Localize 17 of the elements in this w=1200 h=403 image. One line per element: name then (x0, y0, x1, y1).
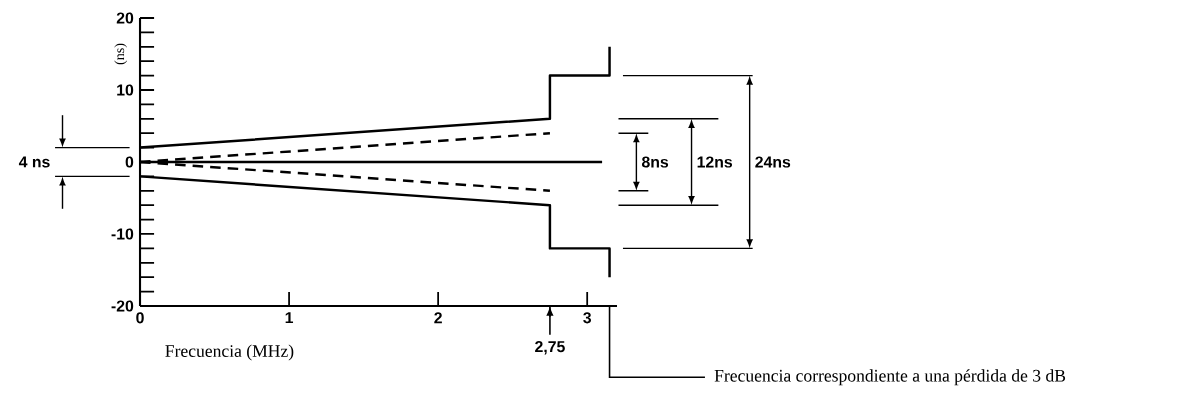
text: 12ns (697, 156, 733, 168)
y-tick-label: 20 (116, 12, 134, 24)
x-axis-title: Frecuencia (MHz) (165, 344, 294, 361)
y-axis-title: (ns) (114, 43, 128, 65)
text: 24ns (755, 156, 791, 168)
x-tick-label: 0 (136, 312, 144, 324)
y-tick-label: 0 (125, 156, 134, 168)
ref-line-label: 2,75 (535, 340, 565, 355)
y-tick-label: -20 (111, 300, 134, 312)
text: 8ns (641, 156, 669, 168)
x-tick-label: 2 (434, 312, 442, 324)
x-tick-label: 3 (583, 312, 592, 324)
text: Frecuencia correspondiente a una pérdida de 3 dB (714, 369, 1066, 386)
y-tick-label: 10 (117, 84, 134, 96)
y-tick-label: -10 (111, 228, 134, 240)
x-tick-label: 1 (285, 312, 294, 324)
text: 4 ns (18, 156, 50, 168)
